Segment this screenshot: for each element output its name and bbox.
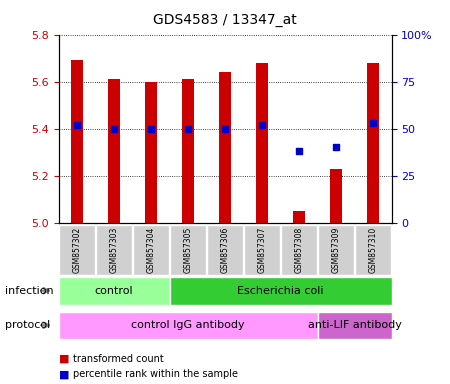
Point (295, 148, 302, 154)
Text: GSM857302: GSM857302 (72, 227, 81, 273)
Point (148, 126, 155, 132)
Point (73, 122, 81, 128)
Text: Escherichia coli: Escherichia coli (237, 286, 324, 296)
Text: anti-LIF antibody: anti-LIF antibody (307, 320, 401, 331)
FancyBboxPatch shape (58, 277, 170, 305)
Bar (181, 79, 194, 223)
Text: GDS4583 / 13347_at: GDS4583 / 13347_at (153, 13, 297, 27)
Text: control: control (94, 286, 133, 296)
Text: percentile rank within the sample: percentile rank within the sample (73, 369, 238, 379)
Point (221, 126, 229, 132)
Bar (71, 60, 84, 223)
Text: GSM857306: GSM857306 (220, 227, 230, 273)
Text: GSM857308: GSM857308 (294, 227, 303, 273)
FancyBboxPatch shape (59, 225, 95, 275)
Point (333, 144, 340, 151)
FancyBboxPatch shape (318, 312, 392, 339)
Bar (256, 63, 269, 223)
FancyBboxPatch shape (170, 225, 206, 275)
FancyBboxPatch shape (355, 225, 391, 275)
Point (258, 122, 265, 128)
Text: GSM857310: GSM857310 (369, 227, 378, 273)
Bar (219, 72, 231, 223)
Point (184, 126, 192, 132)
Text: GSM857307: GSM857307 (257, 227, 266, 273)
Text: infection: infection (4, 286, 53, 296)
Text: ■: ■ (58, 354, 69, 364)
Bar (108, 79, 121, 223)
Text: control IgG antibody: control IgG antibody (131, 320, 245, 331)
Bar (292, 211, 306, 223)
Text: protocol: protocol (4, 320, 50, 331)
FancyBboxPatch shape (281, 225, 317, 275)
FancyBboxPatch shape (318, 225, 354, 275)
Text: ■: ■ (58, 369, 69, 379)
Bar (329, 169, 342, 223)
Text: GSM857303: GSM857303 (109, 227, 118, 273)
Text: transformed count: transformed count (73, 354, 164, 364)
FancyBboxPatch shape (170, 277, 392, 305)
FancyBboxPatch shape (58, 312, 318, 339)
Bar (367, 63, 379, 223)
FancyBboxPatch shape (207, 225, 243, 275)
Text: GSM857304: GSM857304 (147, 227, 156, 273)
Point (369, 120, 377, 126)
Point (110, 126, 117, 132)
FancyBboxPatch shape (96, 225, 132, 275)
FancyBboxPatch shape (244, 225, 280, 275)
Text: GSM857309: GSM857309 (332, 227, 341, 273)
FancyBboxPatch shape (133, 225, 169, 275)
Text: GSM857305: GSM857305 (184, 227, 193, 273)
Bar (144, 82, 158, 223)
